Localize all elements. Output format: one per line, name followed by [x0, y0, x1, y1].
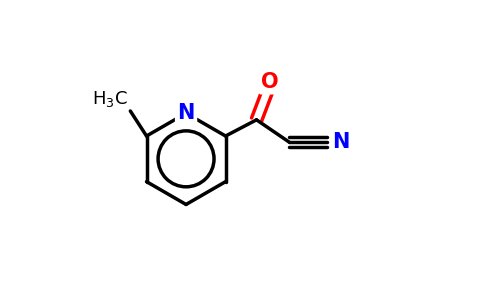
Text: N: N [333, 132, 350, 152]
Text: H$_3$C: H$_3$C [91, 88, 127, 109]
Text: O: O [261, 72, 279, 92]
Text: N: N [177, 103, 195, 123]
